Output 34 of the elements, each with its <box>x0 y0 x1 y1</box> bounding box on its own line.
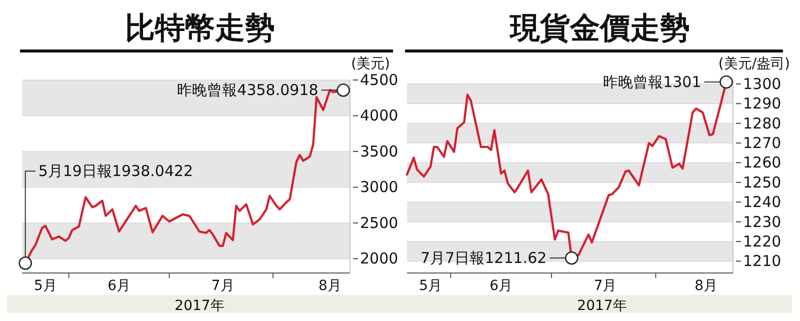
x-tick-label: 5月 <box>419 278 442 294</box>
annotation: 7月7日報1211.62 <box>420 248 547 267</box>
chart-title: 現貨金價走勢 <box>509 11 690 46</box>
y-axis-title: (美元) <box>351 56 390 72</box>
y-tick-label: 1210 <box>743 252 782 270</box>
x-tick-label: 8月 <box>694 278 718 294</box>
y-axis-title: (美元/盎司) <box>718 56 790 72</box>
x-tick-label: 7月 <box>211 278 234 294</box>
y-tick-label: 2000 <box>360 250 398 268</box>
x-tick-label: 5月 <box>34 278 57 294</box>
y-tick-label: 2500 <box>360 214 398 232</box>
y-tick-label: 4000 <box>360 106 398 125</box>
x-axis-title: 2017年 <box>577 298 627 314</box>
x-tick-label: 8月 <box>318 278 342 294</box>
y-tick-label: 1270 <box>743 134 782 152</box>
y-tick-label: 3500 <box>360 142 398 160</box>
y-tick-label: 1240 <box>743 193 782 212</box>
annotation: 昨晚曾報4358.0918 <box>177 81 318 100</box>
y-tick-label: 1290 <box>743 94 782 113</box>
x-tick-label: 7月 <box>594 278 617 294</box>
annotation: 昨晚曾報1301 <box>603 72 702 91</box>
x-tick-label: 6月 <box>108 278 131 294</box>
y-tick-label: 1300 <box>743 74 782 93</box>
y-tick-label: 1280 <box>743 114 782 132</box>
annotation: 5月19日報1938.0422 <box>38 162 194 180</box>
y-tick-label: 1250 <box>743 173 782 192</box>
x-axis-title: 2017年 <box>174 298 224 314</box>
y-tick-label: 1220 <box>743 232 782 250</box>
y-tick-label: 1260 <box>743 154 782 172</box>
y-tick-label: 4500 <box>360 71 398 89</box>
y-tick-label: 3000 <box>360 178 398 196</box>
chart-title: 比特幣走勢 <box>125 11 275 46</box>
y-tick-label: 1230 <box>743 212 782 231</box>
x-tick-label: 6月 <box>490 278 513 294</box>
